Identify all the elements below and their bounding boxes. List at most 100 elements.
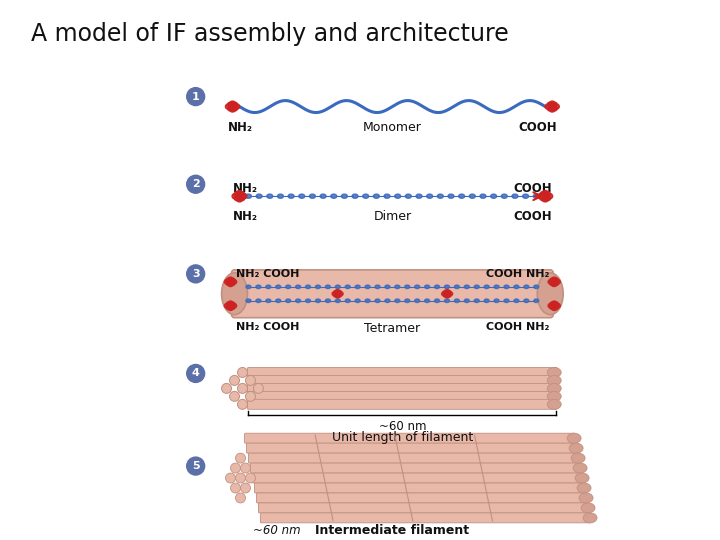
Text: Unit length of filament: Unit length of filament: [332, 431, 473, 444]
Ellipse shape: [338, 292, 343, 296]
Ellipse shape: [225, 303, 230, 308]
Text: 3: 3: [192, 269, 199, 279]
Ellipse shape: [240, 193, 247, 199]
Ellipse shape: [552, 301, 557, 305]
Ellipse shape: [334, 294, 338, 297]
Ellipse shape: [228, 106, 233, 111]
Text: NH₂: NH₂: [233, 182, 258, 195]
Ellipse shape: [544, 192, 550, 196]
Text: Intermediate filament: Intermediate filament: [315, 524, 469, 537]
Ellipse shape: [540, 196, 546, 201]
FancyBboxPatch shape: [248, 392, 557, 401]
Ellipse shape: [464, 285, 469, 288]
Ellipse shape: [446, 294, 451, 297]
Ellipse shape: [239, 196, 245, 201]
Ellipse shape: [490, 194, 497, 198]
Ellipse shape: [416, 194, 422, 198]
Ellipse shape: [547, 102, 553, 106]
Ellipse shape: [267, 194, 273, 198]
Ellipse shape: [246, 194, 251, 198]
Ellipse shape: [567, 433, 581, 443]
Text: NH₂: NH₂: [233, 210, 258, 223]
Ellipse shape: [384, 194, 390, 198]
Ellipse shape: [552, 283, 557, 287]
Text: COOH NH₂: COOH NH₂: [486, 269, 549, 279]
Ellipse shape: [579, 493, 593, 503]
Ellipse shape: [445, 292, 450, 296]
Ellipse shape: [336, 289, 340, 293]
Ellipse shape: [234, 196, 240, 201]
Ellipse shape: [553, 104, 559, 109]
Ellipse shape: [554, 302, 559, 306]
Ellipse shape: [504, 285, 509, 288]
FancyBboxPatch shape: [248, 453, 579, 463]
FancyBboxPatch shape: [251, 463, 581, 473]
Text: 1: 1: [192, 92, 199, 102]
Ellipse shape: [547, 383, 561, 393]
Circle shape: [238, 383, 248, 393]
Ellipse shape: [395, 194, 401, 198]
Ellipse shape: [484, 299, 489, 302]
Ellipse shape: [355, 299, 360, 302]
Ellipse shape: [405, 194, 411, 198]
FancyBboxPatch shape: [248, 375, 557, 386]
Ellipse shape: [337, 294, 341, 297]
Ellipse shape: [305, 299, 310, 302]
Ellipse shape: [332, 292, 337, 296]
Ellipse shape: [232, 106, 238, 111]
Ellipse shape: [581, 503, 595, 513]
Ellipse shape: [228, 301, 233, 305]
Ellipse shape: [523, 194, 528, 198]
Ellipse shape: [435, 299, 439, 302]
Ellipse shape: [405, 285, 410, 288]
Ellipse shape: [474, 299, 480, 302]
Ellipse shape: [336, 299, 341, 302]
Ellipse shape: [425, 285, 430, 288]
Ellipse shape: [583, 513, 597, 523]
Ellipse shape: [415, 299, 420, 302]
Ellipse shape: [374, 194, 379, 198]
Ellipse shape: [232, 193, 239, 199]
Ellipse shape: [296, 299, 300, 302]
Circle shape: [230, 375, 240, 386]
Ellipse shape: [405, 299, 410, 302]
Ellipse shape: [552, 277, 557, 281]
Text: 4: 4: [192, 368, 199, 379]
Ellipse shape: [375, 299, 380, 302]
Ellipse shape: [330, 194, 337, 198]
Ellipse shape: [231, 280, 237, 284]
Ellipse shape: [544, 196, 550, 201]
Ellipse shape: [538, 193, 544, 199]
Circle shape: [235, 473, 246, 483]
Ellipse shape: [444, 291, 448, 294]
Ellipse shape: [228, 307, 233, 310]
Ellipse shape: [575, 473, 589, 483]
Ellipse shape: [547, 106, 553, 111]
Ellipse shape: [547, 400, 561, 409]
Ellipse shape: [233, 104, 240, 109]
FancyBboxPatch shape: [232, 270, 553, 318]
Ellipse shape: [325, 299, 330, 302]
Ellipse shape: [336, 285, 341, 288]
Ellipse shape: [512, 194, 518, 198]
Ellipse shape: [296, 285, 300, 288]
Ellipse shape: [226, 278, 231, 282]
Ellipse shape: [554, 278, 559, 282]
Ellipse shape: [320, 194, 326, 198]
Ellipse shape: [237, 191, 243, 195]
Circle shape: [186, 364, 204, 382]
Ellipse shape: [256, 285, 261, 288]
Ellipse shape: [415, 285, 420, 288]
Ellipse shape: [341, 194, 347, 198]
Ellipse shape: [337, 291, 341, 294]
Ellipse shape: [464, 299, 469, 302]
Text: Tetramer: Tetramer: [364, 322, 420, 335]
Circle shape: [240, 463, 251, 473]
Ellipse shape: [310, 194, 315, 198]
Circle shape: [186, 87, 204, 105]
Ellipse shape: [363, 194, 369, 198]
Ellipse shape: [540, 192, 546, 196]
Text: COOH NH₂: COOH NH₂: [486, 322, 549, 332]
Ellipse shape: [230, 278, 235, 282]
FancyBboxPatch shape: [245, 433, 575, 443]
